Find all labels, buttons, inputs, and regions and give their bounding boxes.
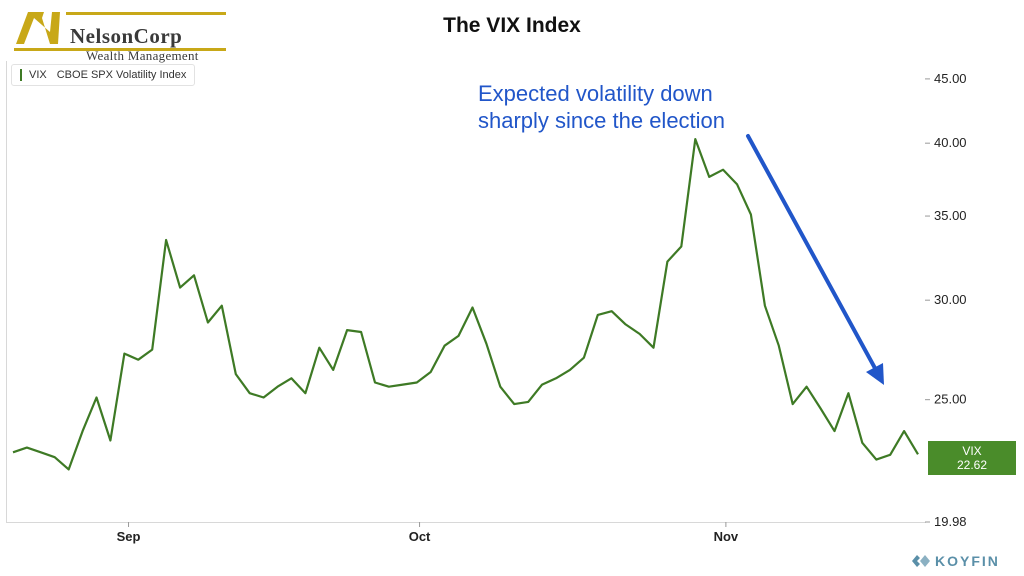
last-value-label: VIX (962, 444, 982, 458)
x-tick-label: Sep (117, 529, 141, 544)
logo-mark-icon (14, 12, 226, 51)
x-tick-label: Nov (714, 529, 739, 544)
logo-subtitle: Wealth Management (86, 48, 199, 63)
last-value-badge: VIX 22.62 (928, 441, 1016, 475)
y-tick-label: 35.00 (934, 208, 967, 223)
annotation-arrow-head-icon (866, 363, 884, 385)
chart-legend[interactable]: VIX CBOE SPX Volatility Index (11, 64, 196, 86)
koyfin-watermark: KOYFIN (912, 553, 1000, 569)
plot-area (6, 61, 926, 523)
y-tick-label: 25.00 (934, 392, 967, 407)
koyfin-logo-icon (912, 555, 930, 567)
nelsoncorp-logo: NelsonCorp Wealth Management (12, 10, 228, 63)
y-tick-label: 40.00 (934, 135, 967, 150)
legend-label: CBOE SPX Volatility Index (56, 69, 187, 81)
y-tick-label: 19.98 (934, 514, 967, 529)
annotation-arrow-shaft (746, 134, 878, 372)
logo-name: NelsonCorp (70, 24, 183, 48)
y-tick-label: 45.00 (934, 71, 967, 86)
koyfin-text: KOYFIN (935, 553, 1000, 569)
legend-swatch (20, 69, 22, 81)
chart-title: The VIX Index (443, 14, 581, 37)
last-value-number: 22.62 (956, 458, 988, 472)
legend-symbol: VIX (29, 69, 47, 81)
series-line-vix (12, 138, 919, 471)
x-tick-label: Oct (409, 529, 431, 544)
chart-annotation: Expected volatility down sharply since t… (478, 81, 726, 133)
y-tick-label: 30.00 (934, 292, 967, 307)
